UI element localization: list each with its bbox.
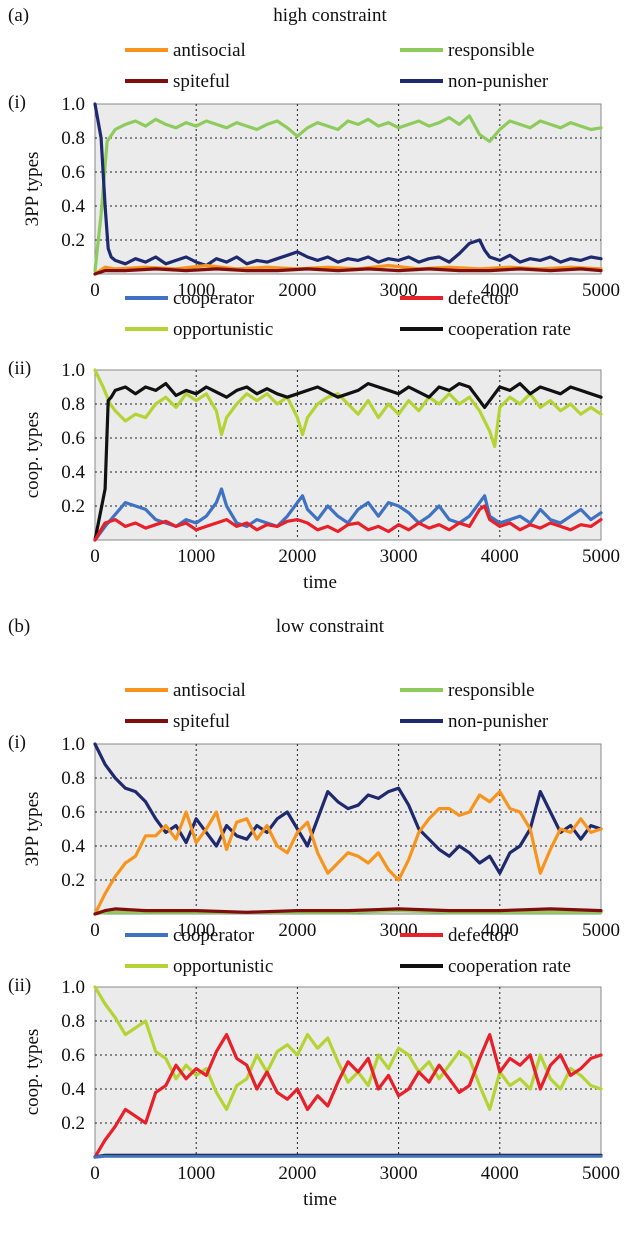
legend-label: defector bbox=[448, 288, 511, 309]
y-tick-label: 0.6 bbox=[61, 428, 85, 449]
series-defector bbox=[93, 1032, 603, 1159]
series-responsible bbox=[93, 908, 603, 916]
x-tick-label: 3000 bbox=[380, 1163, 418, 1184]
y-tick-label: 1.0 bbox=[61, 360, 85, 381]
x-tick-label: 1000 bbox=[177, 546, 215, 567]
x-tick-label: 5000 bbox=[582, 280, 620, 301]
subpanel-label: (ii) bbox=[8, 358, 31, 379]
x-tick-label: 0 bbox=[90, 920, 100, 941]
series-antisocial bbox=[93, 263, 603, 276]
plot-area bbox=[94, 103, 602, 275]
y-tick-label: 0.8 bbox=[61, 128, 85, 149]
panel-letter: (a) bbox=[8, 5, 29, 26]
y-tick-label: 0.4 bbox=[61, 1079, 85, 1100]
y-axis-label: coop. types bbox=[22, 412, 43, 499]
legend-label: responsible bbox=[448, 680, 535, 701]
legend-label: spiteful bbox=[173, 711, 230, 732]
x-tick-label: 4000 bbox=[481, 1163, 519, 1184]
legend-label: cooperation rate bbox=[448, 319, 571, 340]
x-tick-label: 2000 bbox=[278, 1163, 316, 1184]
x-tick-label: 5000 bbox=[582, 920, 620, 941]
x-tick-label: 2000 bbox=[278, 546, 316, 567]
subpanel-label: (i) bbox=[8, 92, 26, 113]
y-tick-label: 0.6 bbox=[61, 802, 85, 823]
y-tick-label: 0.2 bbox=[61, 870, 85, 891]
y-tick-label: 0.6 bbox=[61, 1045, 85, 1066]
legend-label: non-punisher bbox=[448, 71, 549, 92]
x-tick-label: 3000 bbox=[380, 546, 418, 567]
y-tick-label: 0.2 bbox=[61, 230, 85, 251]
series-non-punisher bbox=[93, 102, 603, 268]
series-cooperation-rate bbox=[93, 382, 603, 542]
series-spiteful bbox=[93, 907, 603, 916]
legend-label: non-punisher bbox=[448, 711, 549, 732]
y-tick-label: 0.8 bbox=[61, 768, 85, 789]
legend-label: spiteful bbox=[173, 71, 230, 92]
x-tick-label: 1000 bbox=[177, 280, 215, 301]
legend-label: antisocial bbox=[173, 40, 246, 61]
plot-area bbox=[94, 369, 602, 541]
legend-label: opportunistic bbox=[173, 956, 273, 977]
x-tick-label: 0 bbox=[90, 1163, 100, 1184]
y-tick-label: 0.4 bbox=[61, 836, 85, 857]
x-tick-label: 1000 bbox=[177, 920, 215, 941]
x-tick-label: 2000 bbox=[278, 280, 316, 301]
x-tick-label: 3000 bbox=[380, 920, 418, 941]
x-tick-label: 1000 bbox=[177, 1163, 215, 1184]
x-tick-label: 5000 bbox=[582, 546, 620, 567]
y-tick-label: 0.4 bbox=[61, 196, 85, 217]
x-tick-label: 5000 bbox=[582, 1163, 620, 1184]
y-tick-label: 0.2 bbox=[61, 1113, 85, 1134]
legend-label: defector bbox=[448, 925, 511, 946]
series-opportunistic bbox=[93, 368, 603, 449]
x-tick-label: 2000 bbox=[278, 920, 316, 941]
y-tick-label: 0.4 bbox=[61, 462, 85, 483]
x-axis-label: time bbox=[303, 572, 337, 593]
subpanel-label: (ii) bbox=[8, 975, 31, 996]
panel-title: low constraint bbox=[276, 616, 385, 637]
y-axis-label: 3PP types bbox=[22, 792, 43, 867]
x-tick-label: 4000 bbox=[481, 546, 519, 567]
legend-label: responsible bbox=[448, 40, 535, 61]
panel-title: high constraint bbox=[273, 5, 387, 26]
y-axis-label: 3PP types bbox=[22, 152, 43, 227]
legend-label: antisocial bbox=[173, 680, 246, 701]
y-axis-label: coop. types bbox=[22, 1029, 43, 1116]
x-tick-label: 0 bbox=[90, 546, 100, 567]
x-tick-label: 3000 bbox=[380, 280, 418, 301]
chart-a-i: antisocial responsible spiteful non-punishe… bbox=[8, 40, 620, 301]
legend-label: cooperation rate bbox=[448, 956, 571, 977]
series-cooperator bbox=[93, 487, 603, 542]
legend-label: cooperator bbox=[173, 288, 255, 309]
x-tick-label: 4000 bbox=[481, 280, 519, 301]
series-antisocial bbox=[93, 789, 603, 916]
series-responsible bbox=[93, 114, 603, 273]
y-tick-label: 0.8 bbox=[61, 1011, 85, 1032]
y-tick-label: 0.8 bbox=[61, 394, 85, 415]
y-tick-label: 0.2 bbox=[61, 496, 85, 517]
legend-label: opportunistic bbox=[173, 319, 273, 340]
chart-a-ii: cooperator defector opportunistic cooperati… bbox=[8, 288, 620, 593]
y-tick-label: 1.0 bbox=[61, 977, 85, 998]
series-opportunistic bbox=[93, 985, 603, 1112]
x-tick-label: 0 bbox=[90, 280, 100, 301]
legend-label: cooperator bbox=[173, 925, 255, 946]
y-tick-label: 1.0 bbox=[61, 734, 85, 755]
panel-letter: (b) bbox=[8, 616, 30, 637]
chart-b-i: antisocial responsible spiteful non-punishe… bbox=[8, 680, 620, 941]
y-tick-label: 0.6 bbox=[61, 162, 85, 183]
series-defector bbox=[93, 504, 603, 542]
x-axis-label: time bbox=[303, 1189, 337, 1210]
subpanel-label: (i) bbox=[8, 732, 26, 753]
series-cooperator bbox=[93, 1154, 603, 1159]
series-spiteful bbox=[93, 267, 603, 276]
chart-b-ii: cooperator defector opportunistic cooperati… bbox=[8, 925, 620, 1210]
y-tick-label: 1.0 bbox=[61, 94, 85, 115]
x-tick-label: 4000 bbox=[481, 920, 519, 941]
